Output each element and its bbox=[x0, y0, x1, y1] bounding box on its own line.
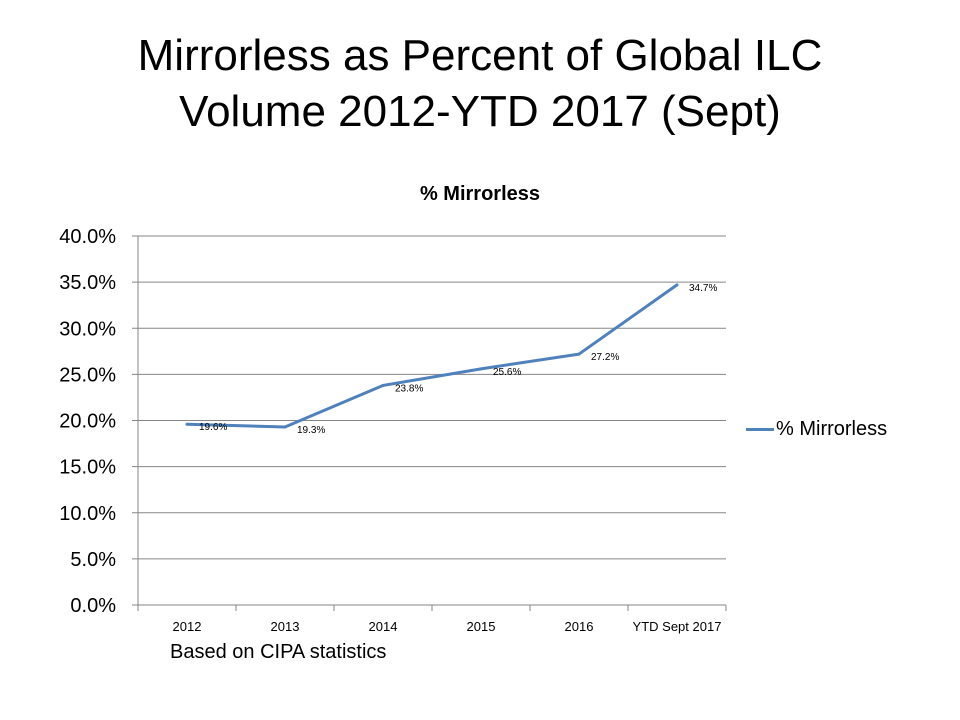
gridlines bbox=[138, 235, 726, 560]
y-tick-label: 20.0% bbox=[59, 411, 116, 433]
data-label: 25.6% bbox=[493, 367, 521, 378]
slide-title-line-1: Mirrorless as Percent of Global ILC bbox=[137, 31, 823, 80]
legend-line-swatch-icon bbox=[746, 428, 774, 431]
x-tick-label: YTD Sept 2017 bbox=[633, 619, 722, 634]
x-tick-label: 2013 bbox=[271, 619, 300, 634]
slide-title: Mirrorless as Percent of Global ILC Volu… bbox=[0, 28, 960, 140]
series-group bbox=[185, 283, 679, 429]
y-tick-label: 5.0% bbox=[70, 549, 116, 571]
y-tick-label: 25.0% bbox=[59, 364, 116, 386]
chart-title: % Mirrorless bbox=[419, 183, 541, 205]
y-tick-label: 10.0% bbox=[59, 503, 116, 525]
x-tick-label: 2012 bbox=[173, 619, 202, 634]
data-point bbox=[479, 367, 483, 371]
slide-title-line-2: Volume 2012-YTD 2017 (Sept) bbox=[179, 87, 781, 136]
y-tick-label: 0.0% bbox=[70, 595, 116, 617]
x-axis-tick-labels: 2012 2013 2014 2015 2016 YTD Sept 2017 bbox=[173, 619, 722, 634]
y-tick-label: 40.0% bbox=[59, 226, 116, 248]
data-label: 23.8% bbox=[395, 383, 423, 394]
footnote: Based on CIPA statistics bbox=[170, 641, 387, 663]
y-tick-label: 15.0% bbox=[59, 457, 116, 479]
data-label: 27.2% bbox=[591, 352, 619, 363]
x-tick-label: 2016 bbox=[565, 619, 594, 634]
data-labels: 19.6% 19.3% 23.8% 25.6% 27.2% 34.7% bbox=[199, 283, 717, 436]
data-label: 19.6% bbox=[199, 422, 227, 433]
series-line-mirrorless bbox=[186, 283, 678, 429]
x-tick-label: 2014 bbox=[369, 619, 398, 634]
y-axis-tick-labels: 0.0% 5.0% 10.0% 15.0% 20.0% 25.0% 30.0% 35.0% 40… bbox=[59, 226, 116, 617]
data-point bbox=[577, 352, 581, 356]
data-point bbox=[283, 425, 287, 429]
y-tick-label: 35.0% bbox=[59, 272, 116, 294]
data-label: 19.3% bbox=[297, 425, 325, 436]
data-point bbox=[675, 283, 679, 287]
legend-label: % Mirrorless bbox=[776, 418, 888, 440]
data-point bbox=[381, 383, 385, 387]
x-tick-label: 2015 bbox=[467, 619, 496, 634]
data-point bbox=[185, 422, 189, 426]
y-tick-label: 30.0% bbox=[59, 318, 116, 340]
legend: % Mirrorless bbox=[746, 418, 887, 441]
axes bbox=[132, 235, 727, 611]
data-label: 34.7% bbox=[689, 283, 717, 294]
